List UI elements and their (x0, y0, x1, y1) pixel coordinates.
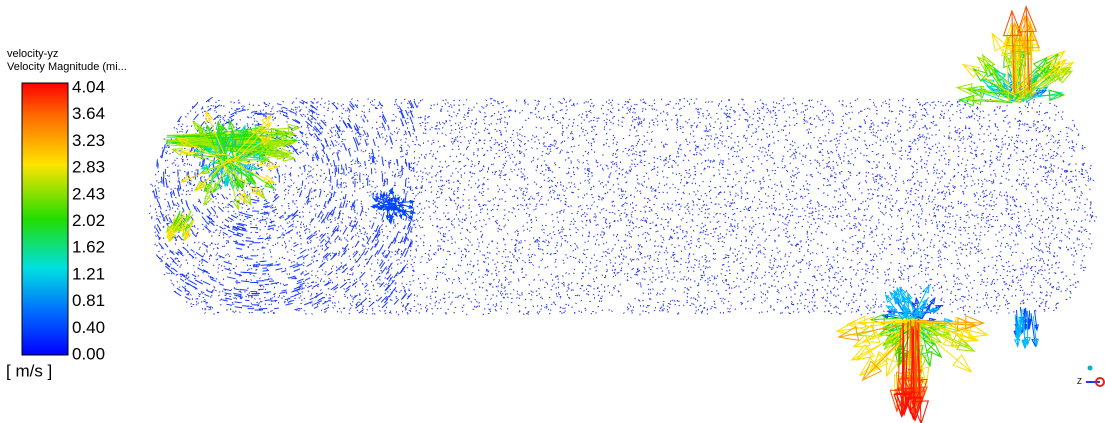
top-outlet-vectors (961, 31, 1075, 101)
legend-ticks: 4.04 3.64 3.23 2.83 2.43 2.02 1.62 1.21 0.81 0.40… (72, 77, 105, 363)
vessel-vectors (148, 97, 1097, 316)
bottom-outlet-vectors (835, 315, 990, 397)
legend-name: velocity-yz (7, 48, 58, 60)
vector-field (148, 5, 1097, 423)
inlet-vectors (165, 209, 195, 243)
axis-label: Z (1077, 377, 1082, 386)
top-outlet-vectors (1002, 5, 1038, 93)
bottom-outlet-vectors (893, 321, 929, 423)
bottom-outlet-vectors (884, 284, 954, 325)
legend-tick: 2.43 (72, 184, 105, 203)
inlet-vectors (176, 110, 280, 205)
legend-tick: 3.64 (72, 104, 105, 123)
legend-tick: 2.02 (72, 211, 105, 230)
legend-tick: 1.62 (72, 238, 105, 257)
baffle-vectors (369, 186, 417, 225)
legend-tick: 0.40 (72, 318, 105, 337)
axis-triad: Z (1077, 365, 1105, 387)
legend-tick: 0.00 (72, 344, 105, 363)
legend-tick: 2.83 (72, 158, 105, 177)
swirl-vectors (153, 96, 418, 314)
legend-tick: 3.23 (72, 131, 105, 150)
drain-vectors (1014, 309, 1039, 350)
legend-unit: [ m/s ] (6, 361, 52, 380)
legend-tick: 0.81 (72, 291, 105, 310)
legend-tick: 1.21 (72, 264, 105, 283)
legend-quantity: Velocity Magnitude (mi... (7, 61, 127, 73)
legend-tick: 4.04 (72, 77, 105, 96)
colorbar (21, 82, 69, 356)
